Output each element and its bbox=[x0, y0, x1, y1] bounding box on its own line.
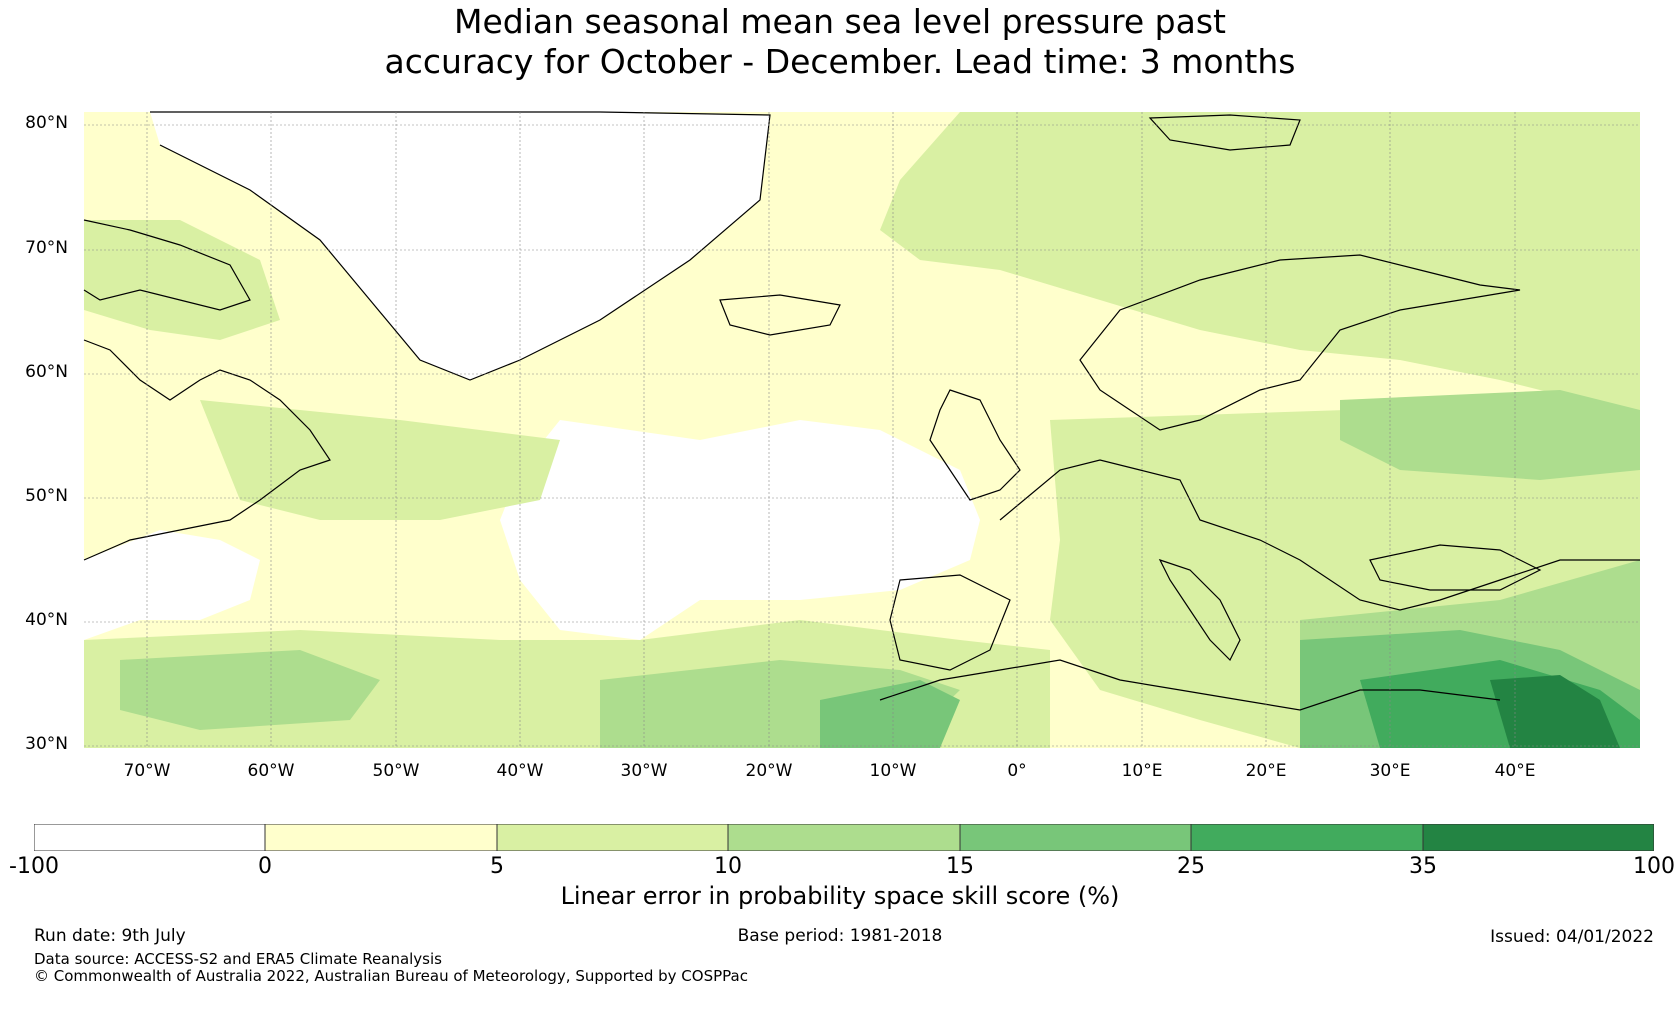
colorbar-segment-10-15 bbox=[727, 824, 961, 851]
italy-coast bbox=[1158, 558, 1241, 662]
colorbar-segment-25-35 bbox=[1190, 824, 1424, 851]
region-midatlantic-green bbox=[200, 400, 560, 520]
lon-label-10e: 10°E bbox=[1121, 761, 1163, 781]
colorbar-tick-100: 100 bbox=[1633, 854, 1675, 879]
lon-label-20e: 20°E bbox=[1245, 761, 1287, 781]
colorbar-segment-35-100 bbox=[1422, 824, 1654, 851]
region-coast-white bbox=[84, 530, 260, 640]
colorbar-segment-neg100-0 bbox=[34, 824, 266, 851]
region-russia-10-15 bbox=[1340, 390, 1640, 480]
region-arctic-green bbox=[880, 112, 1640, 420]
lon-label-40w: 40°W bbox=[496, 761, 544, 781]
colorbar-tick-25: 25 bbox=[1177, 854, 1205, 879]
north-africa-coast bbox=[879, 659, 1501, 711]
lon-label-50w: 50°W bbox=[372, 761, 420, 781]
colorbar-tick-10: 10 bbox=[714, 854, 742, 879]
chart-title: Median seasonal mean sea level pressure … bbox=[0, 2, 1680, 82]
scandinavia-coast bbox=[1079, 254, 1521, 431]
svalbard-coast bbox=[1148, 114, 1301, 151]
lat-label-50: 50°N bbox=[25, 486, 68, 506]
colorbar-segment-5-10 bbox=[496, 824, 729, 851]
colorbar-tick-5: 5 bbox=[490, 854, 504, 879]
issued-date: Issued: 04/01/2022 bbox=[1490, 927, 1654, 947]
lat-label-30: 30°N bbox=[25, 734, 68, 754]
lon-label-40e: 40°E bbox=[1494, 761, 1536, 781]
colorbar-tick-neg100: -100 bbox=[9, 854, 59, 879]
lon-label-30w: 30°W bbox=[620, 761, 668, 781]
colorbar-label: Linear error in probability space skill … bbox=[560, 882, 1120, 910]
lon-label-60w: 60°W bbox=[247, 761, 295, 781]
data-source: Data source: ACCESS-S2 and ERA5 Climate … bbox=[34, 950, 442, 968]
region-northatlantic-white bbox=[500, 420, 980, 640]
region-morocco-15-25 bbox=[820, 680, 960, 748]
region-greenland-white bbox=[150, 112, 770, 380]
iceland-coast bbox=[719, 294, 841, 336]
lon-label-20w: 20°W bbox=[745, 761, 793, 781]
lon-label-30e: 30°E bbox=[1369, 761, 1411, 781]
region-iraq-35-100 bbox=[1490, 675, 1620, 748]
colorbar-segment-0-5 bbox=[264, 824, 498, 851]
lon-label-10w: 10°W bbox=[869, 761, 917, 781]
europe-coast bbox=[999, 459, 1640, 611]
north-america-coast bbox=[83, 339, 331, 561]
colorbar-tick-15: 15 bbox=[946, 854, 974, 879]
colorbar-tick-0: 0 bbox=[258, 854, 272, 879]
gridlines bbox=[84, 112, 1640, 748]
copyright: © Commonwealth of Australia 2022, Austra… bbox=[34, 967, 748, 985]
colorbar bbox=[34, 824, 1654, 851]
baffin-coast bbox=[83, 219, 251, 311]
colorbar-tick-35: 35 bbox=[1409, 854, 1437, 879]
lat-label-60: 60°N bbox=[25, 362, 68, 382]
lat-label-40: 40°N bbox=[25, 610, 68, 630]
skill-score-map bbox=[83, 111, 1640, 748]
lon-label-0: 0° bbox=[1007, 761, 1027, 781]
colorbar-segment-15-25 bbox=[959, 824, 1192, 851]
base-period: Base period: 1981-2018 bbox=[737, 926, 943, 946]
title-line-2: accuracy for October - December. Lead ti… bbox=[384, 42, 1296, 81]
region-subtropic-10-15 bbox=[120, 650, 380, 730]
lon-label-70w: 70°W bbox=[123, 761, 171, 781]
title-line-1: Median seasonal mean sea level pressure … bbox=[454, 2, 1226, 41]
iberia-coast bbox=[889, 574, 1011, 671]
lat-label-80: 80°N bbox=[25, 113, 68, 133]
black-sea-coast bbox=[1369, 544, 1542, 591]
british-isles-coast bbox=[929, 389, 1021, 501]
lat-label-70: 70°N bbox=[25, 238, 68, 258]
run-date: Run date: 9th July bbox=[34, 926, 186, 946]
